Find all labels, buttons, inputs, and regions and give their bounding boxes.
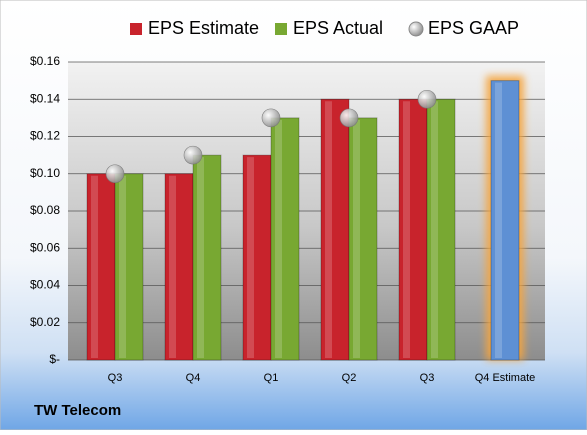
y-tick-label: $0.12 bbox=[30, 129, 60, 143]
x-tick-label: Q3 bbox=[108, 372, 123, 384]
bar-shine bbox=[353, 119, 360, 358]
y-tick-label: $0.06 bbox=[30, 240, 60, 254]
x-tick-label: Q1 bbox=[264, 372, 279, 384]
legend-marker bbox=[130, 23, 142, 35]
bar-shine bbox=[119, 175, 126, 358]
bar bbox=[114, 173, 144, 361]
bar-shine bbox=[495, 82, 502, 358]
bar bbox=[426, 98, 456, 361]
legend-label: EPS Estimate bbox=[148, 18, 259, 38]
bar-shine bbox=[275, 119, 282, 358]
y-tick-label: $0.16 bbox=[30, 54, 60, 68]
gaap-marker bbox=[339, 108, 359, 128]
bar-shine bbox=[403, 101, 410, 358]
bar bbox=[270, 117, 300, 361]
bar bbox=[164, 173, 194, 361]
y-tick-label: $0.10 bbox=[30, 166, 60, 180]
bar-shine bbox=[247, 157, 254, 358]
gaap-marker bbox=[417, 89, 437, 109]
legend-marker bbox=[275, 23, 287, 35]
bar-shine bbox=[91, 175, 98, 358]
gaap-marker bbox=[261, 108, 281, 128]
gaap-marker bbox=[105, 164, 125, 184]
x-tick-label: Q3 bbox=[420, 372, 435, 384]
footer: TW Telecom bbox=[34, 402, 121, 419]
x-tick-label: Q4 Estimate bbox=[475, 372, 536, 384]
y-tick-label: $0.08 bbox=[30, 203, 60, 217]
x-tick-label: Q2 bbox=[342, 372, 357, 384]
bar-shine bbox=[325, 101, 332, 358]
bar-shine bbox=[197, 157, 204, 358]
legend-label: EPS GAAP bbox=[428, 18, 519, 38]
y-tick-label: $0.02 bbox=[30, 315, 60, 329]
x-tick-label: Q4 bbox=[186, 372, 201, 384]
y-tick-label: $0.14 bbox=[30, 91, 60, 105]
bar bbox=[398, 98, 428, 361]
bar-shine bbox=[169, 175, 176, 358]
bar-shine bbox=[431, 101, 438, 358]
gaap-marker bbox=[183, 145, 203, 165]
legend-marker bbox=[408, 21, 424, 37]
bar bbox=[86, 173, 116, 361]
y-tick-label: $0.04 bbox=[30, 278, 60, 292]
bar bbox=[192, 154, 222, 361]
y-tick-label: $- bbox=[49, 352, 60, 366]
bar bbox=[242, 154, 272, 361]
bar bbox=[490, 80, 520, 361]
legend-label: EPS Actual bbox=[293, 18, 383, 38]
bar bbox=[348, 117, 378, 361]
